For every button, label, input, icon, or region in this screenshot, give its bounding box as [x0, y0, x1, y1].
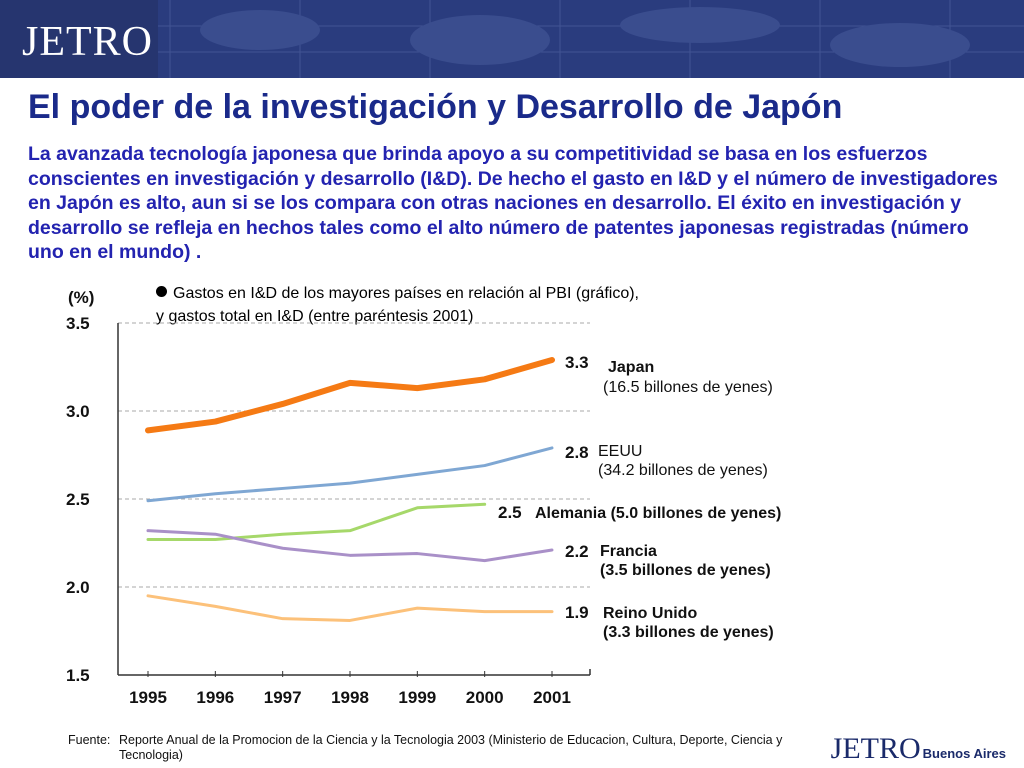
series-name-label: Reino Unido — [603, 605, 697, 622]
world-map-background — [158, 0, 1024, 78]
header-banner: JETRO — [0, 0, 1024, 78]
x-tick-label: 1997 — [264, 688, 302, 707]
logo-box: JETRO — [0, 0, 158, 78]
y-tick-label: 2.0 — [66, 578, 90, 597]
rd-line-chart: 3.5 3.0 2.5 2.0 1.5 (%) 1995 1996 1997 1998 1999 20… — [66, 288, 781, 707]
series-detail-label: (3.5 billones de yenes) — [600, 562, 771, 579]
series-line-0 — [145, 356, 555, 434]
series-detail-label: (16.5 billones de yenes) — [603, 379, 773, 396]
end-value-label: 2.8 — [565, 443, 589, 462]
end-value-label: 2.5 — [498, 503, 522, 522]
end-value-label: 1.9 — [565, 603, 589, 622]
x-tick-label: 1996 — [196, 688, 234, 707]
intro-paragraph: La avanzada tecnología japonesa que brin… — [28, 143, 998, 263]
caption-line-1: Gastos en I&D de los mayores países en r… — [173, 285, 639, 302]
x-tick-label: 2000 — [466, 688, 504, 707]
source-text: Reporte Anual de la Promocion de la Cien… — [119, 733, 783, 762]
series-name-label: Francia — [600, 543, 657, 560]
x-tick-label: 2001 — [533, 688, 571, 707]
page-title: El poder de la investigación y Desarroll… — [28, 88, 843, 126]
footer-logo-city: Buenos Aires — [922, 746, 1006, 761]
series-name-label: Alemania (5.0 billones de yenes) — [535, 505, 781, 522]
footer-logo: JETRO Buenos Aires — [831, 732, 1006, 766]
footer-logo-mark: JETRO — [830, 732, 921, 765]
series-line-2 — [146, 502, 487, 541]
bullet-icon — [156, 286, 167, 297]
series-name-label: Japan — [608, 359, 654, 376]
series-line-3 — [146, 529, 554, 563]
x-tick-label: 1998 — [331, 688, 369, 707]
y-axis-unit: (%) — [68, 288, 94, 307]
end-value-label: 2.2 — [565, 542, 589, 561]
y-tick-label: 1.5 — [66, 666, 90, 685]
chart-caption: Gastos en I&D de los mayores países en r… — [156, 282, 796, 328]
series-name-label: EEUU — [598, 443, 642, 460]
source-label: Fuente: — [68, 733, 111, 747]
jetro-logo: JETRO — [22, 19, 153, 65]
x-tick-label: 1995 — [129, 688, 167, 707]
caption-line-2: y gastos total en I&D (entre paréntesis … — [156, 308, 474, 325]
x-tick-label: 1999 — [398, 688, 436, 707]
series-detail-label: (34.2 billones de yenes) — [598, 462, 768, 479]
series-line-4 — [146, 594, 554, 622]
series-detail-label: (3.3 billones de yenes) — [603, 624, 774, 641]
y-tick-label: 3.5 — [66, 314, 90, 333]
y-tick-label: 2.5 — [66, 490, 90, 509]
end-value-label: 3.3 — [565, 353, 589, 372]
y-tick-label: 3.0 — [66, 402, 90, 421]
series-line-1 — [146, 446, 554, 503]
